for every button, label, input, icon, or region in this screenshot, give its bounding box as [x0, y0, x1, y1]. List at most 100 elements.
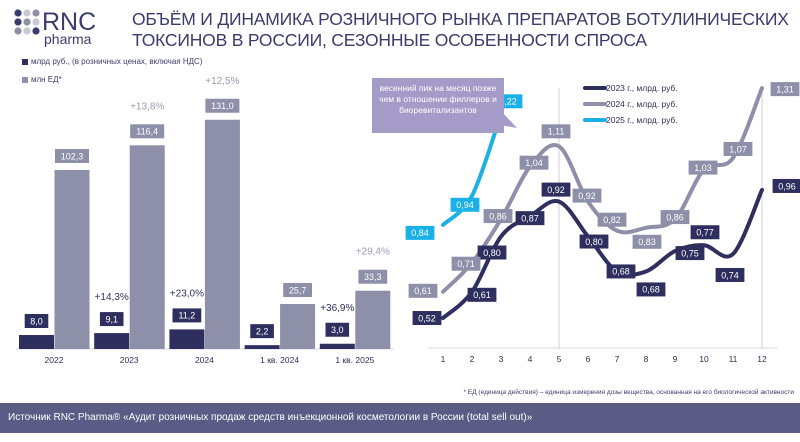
point-label-bg — [412, 311, 442, 325]
bar-value-label-bg — [130, 124, 165, 139]
point-label: 0,83 — [638, 237, 656, 247]
point-label: 0,61 — [473, 290, 491, 300]
point-label: 0,86 — [666, 212, 684, 222]
legend-swatch — [22, 58, 28, 65]
point-label-bg — [688, 160, 718, 175]
annotation-callout: весенний пик на месяц позже чем в отноше… — [372, 78, 504, 133]
source-footer: Источник RNC Pharma® «Аудит розничных пр… — [0, 403, 800, 433]
bar-value-label: 9,1 — [105, 314, 118, 324]
point-label: 0,77 — [696, 228, 714, 238]
point-label-bg — [408, 283, 438, 298]
legend-label: млрд руб., (в розничных ценах, включая Н… — [31, 57, 203, 66]
point-label: 0,87 — [521, 213, 539, 223]
bar — [94, 333, 130, 349]
x-tick-label: 12 — [757, 354, 767, 364]
bar-value-label-bg — [325, 322, 350, 337]
bar-value-label-bg — [24, 314, 49, 328]
x-tick-label: 2024 — [195, 355, 214, 365]
growth-label: +14,3% — [95, 292, 129, 303]
bar — [169, 329, 205, 349]
point-label-bg — [597, 212, 627, 227]
x-tick-label: 1 кв. 2024 — [260, 355, 299, 365]
growth-label: +12,5% — [205, 76, 239, 87]
bar-value-label-bg — [172, 308, 202, 323]
x-tick-label: 5 — [557, 354, 562, 364]
point-label: 0,92 — [578, 191, 596, 201]
growth-label: +13,8% — [130, 101, 164, 112]
point-label-bg — [632, 234, 662, 249]
x-tick-label: 10 — [699, 354, 709, 364]
x-tick-label: 4 — [528, 354, 533, 364]
bar-value-label: 33,3 — [364, 272, 382, 282]
point-label-bg — [723, 141, 753, 156]
point-label-bg — [451, 256, 481, 271]
callout-pointer — [500, 110, 517, 128]
series-line-2023 — [441, 187, 764, 320]
point-label-bg — [675, 246, 705, 261]
x-tick-label: 2022 — [45, 355, 64, 365]
point-label: 1,07 — [729, 144, 747, 154]
x-tick-label: 6 — [586, 354, 591, 364]
bar-value-label-bg — [55, 148, 89, 163]
point-label-bg — [541, 124, 571, 139]
point-label-bg — [477, 245, 507, 260]
page-title: ОБЪЁМ И ДИНАМИКА РОЗНИЧНОГО РЫНКА ПРЕПАР… — [132, 9, 789, 51]
bar — [244, 345, 280, 349]
rnc-pharma-logo: RNC pharma — [14, 8, 96, 47]
legend-units: млн ЕД* — [22, 75, 62, 84]
point-label: 1,11 — [548, 127, 565, 137]
point-label-bg — [579, 234, 609, 249]
x-tick-label: 11 — [729, 354, 738, 364]
point-label: 0,75 — [681, 248, 699, 258]
bar — [280, 304, 316, 349]
point-label: 1,22 — [499, 97, 517, 107]
legend-rub: млрд руб., (в розничных ценах, включая Н… — [22, 57, 202, 66]
point-label: 0,68 — [612, 267, 630, 277]
legend-label: 2023 г., млрд. руб. — [606, 83, 678, 93]
point-label: 1,31 — [776, 84, 794, 94]
point-label: 1,04 — [525, 158, 543, 168]
x-tick-label: 1 — [441, 354, 446, 364]
point-label: 1,03 — [694, 163, 712, 173]
point-label: 0,74 — [721, 270, 739, 280]
bar — [129, 145, 165, 349]
svg-text:RNC: RNC — [42, 8, 96, 36]
x-tick-label: 3 — [499, 354, 504, 364]
point-label-bg — [467, 287, 497, 302]
point-label: 0,92 — [547, 185, 565, 195]
bar-value-label-bg — [205, 98, 240, 113]
point-label-bg — [660, 210, 690, 225]
point-label-bg — [606, 264, 636, 279]
bar-value-label: 8,0 — [30, 316, 43, 326]
title-line-2: ТОКСИНОВ В РОССИИ, СЕЗОННЫЕ ОСОБЕННОСТИ … — [132, 30, 647, 50]
line-chart: 1 2 3 4 5 6 7 8 9 10 11 120,520,610,800,870,920,800… — [405, 82, 800, 364]
point-label-bg — [572, 188, 602, 203]
point-label: 0,84 — [411, 228, 429, 238]
point-label-bg — [772, 178, 800, 193]
bar-value-label: 3,0 — [331, 325, 344, 335]
point-label: 0,52 — [418, 313, 436, 323]
point-label: 0,86 — [489, 211, 507, 221]
legend-label: млн ЕД* — [31, 75, 62, 84]
point-label-bg — [770, 82, 800, 97]
bar-value-label: 131,0 — [211, 101, 234, 111]
svg-text:pharma: pharma — [44, 31, 92, 47]
bar-value-label: 116,4 — [136, 127, 158, 137]
x-tick-label: 9 — [673, 354, 678, 364]
point-label-bg — [519, 155, 549, 170]
legend-label: 2025 г., млрд. руб. — [606, 115, 678, 125]
growth-label: +23,0% — [170, 288, 204, 299]
point-label-bg — [483, 209, 513, 224]
legend-swatch — [22, 76, 28, 83]
point-label-bg — [405, 225, 435, 240]
bar-value-label: 2,2 — [256, 326, 269, 336]
point-label: 0,96 — [778, 181, 796, 191]
title-line-1: ОБЪЁМ И ДИНАМИКА РОЗНИЧНОГО РЫНКА ПРЕПАР… — [132, 9, 789, 29]
bar-value-label-bg — [358, 269, 388, 284]
footnote: * ЕД (единица действия) – единица измере… — [463, 389, 794, 396]
point-label: 0,94 — [456, 200, 474, 210]
bar-value-label-bg — [283, 283, 312, 298]
x-tick-label: 7 — [615, 354, 620, 364]
point-label: 0,80 — [585, 237, 603, 247]
bar — [19, 335, 54, 349]
